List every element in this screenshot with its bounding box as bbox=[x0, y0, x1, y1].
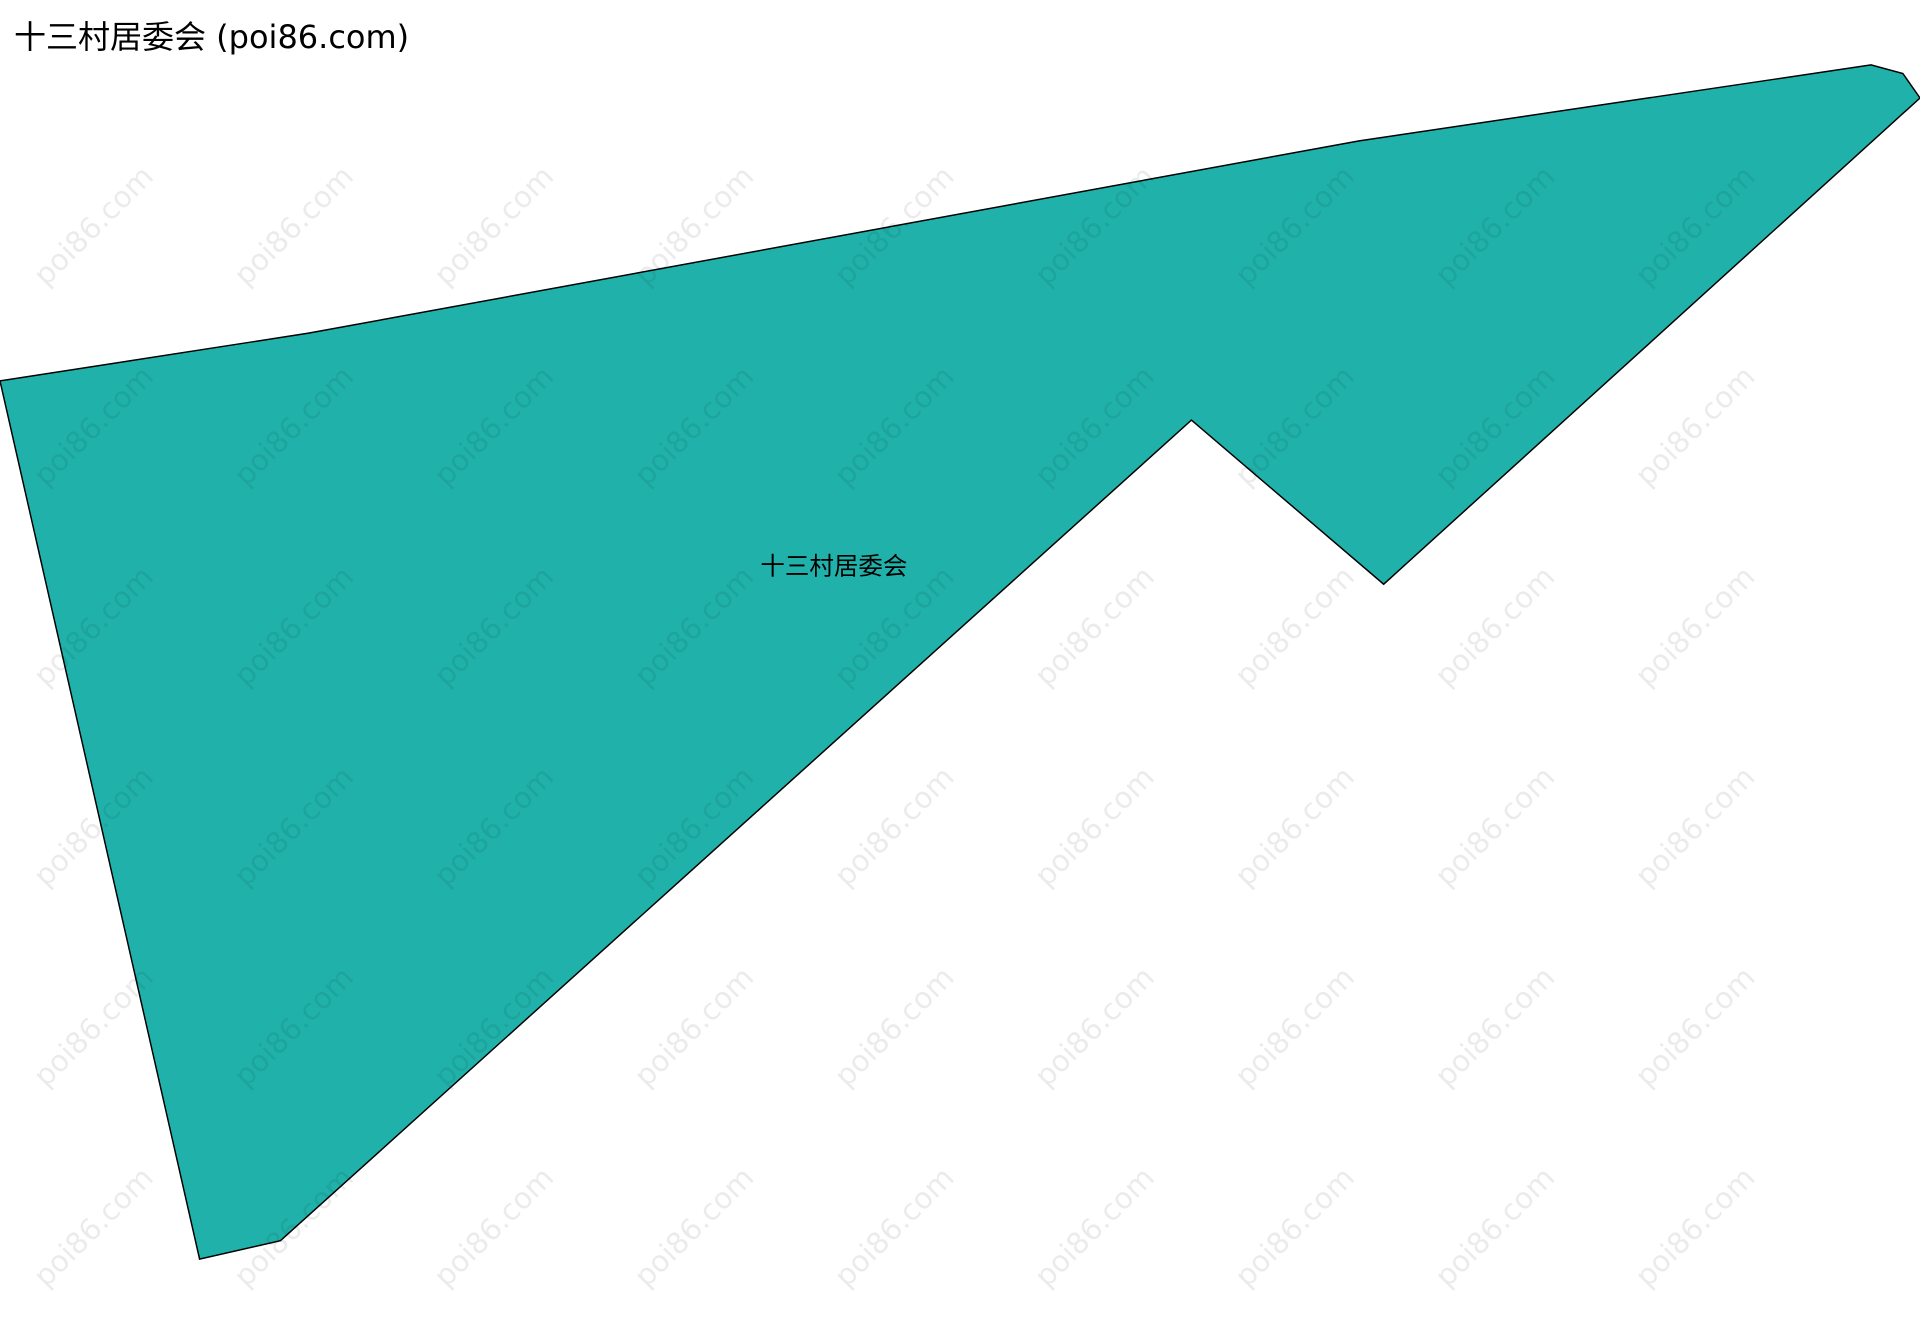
watermark-text: poi86.com bbox=[1228, 960, 1361, 1093]
watermark-text: poi86.com bbox=[1428, 560, 1561, 693]
watermark-text: poi86.com bbox=[1228, 1160, 1361, 1293]
watermark-text: poi86.com bbox=[627, 960, 760, 1093]
watermark-text: poi86.com bbox=[1428, 960, 1561, 1093]
watermark-text: poi86.com bbox=[27, 960, 160, 1093]
watermark-text: poi86.com bbox=[1628, 1160, 1761, 1293]
watermark-text: poi86.com bbox=[828, 760, 961, 893]
map-title: 十三村居委会 (poi86.com) bbox=[14, 18, 410, 56]
watermark-text: poi86.com bbox=[1428, 1160, 1561, 1293]
watermark-text: poi86.com bbox=[227, 159, 360, 292]
watermark-text: poi86.com bbox=[1028, 760, 1161, 893]
watermark-text: poi86.com bbox=[1228, 760, 1361, 893]
watermark-text: poi86.com bbox=[1028, 1160, 1161, 1293]
watermark-text: poi86.com bbox=[1628, 560, 1761, 693]
watermark-text: poi86.com bbox=[1028, 960, 1161, 1093]
watermark-text: poi86.com bbox=[27, 1160, 160, 1293]
watermark-text: poi86.com bbox=[828, 1160, 961, 1293]
watermark-text: poi86.com bbox=[1228, 560, 1361, 693]
watermark-text: poi86.com bbox=[427, 1160, 560, 1293]
region-polygon[interactable] bbox=[0, 64, 1920, 1260]
watermark-text: poi86.com bbox=[427, 159, 560, 292]
watermark-text: poi86.com bbox=[1028, 560, 1161, 693]
watermark-text: poi86.com bbox=[1628, 359, 1761, 492]
watermark-text: poi86.com bbox=[627, 1160, 760, 1293]
region-label: 十三村居委会 bbox=[760, 551, 907, 580]
watermark-text: poi86.com bbox=[1428, 760, 1561, 893]
watermark-text: poi86.com bbox=[27, 159, 160, 292]
watermark-text: poi86.com bbox=[828, 960, 961, 1093]
watermark-text: poi86.com bbox=[1628, 760, 1761, 893]
watermark-text: poi86.com bbox=[1628, 960, 1761, 1093]
